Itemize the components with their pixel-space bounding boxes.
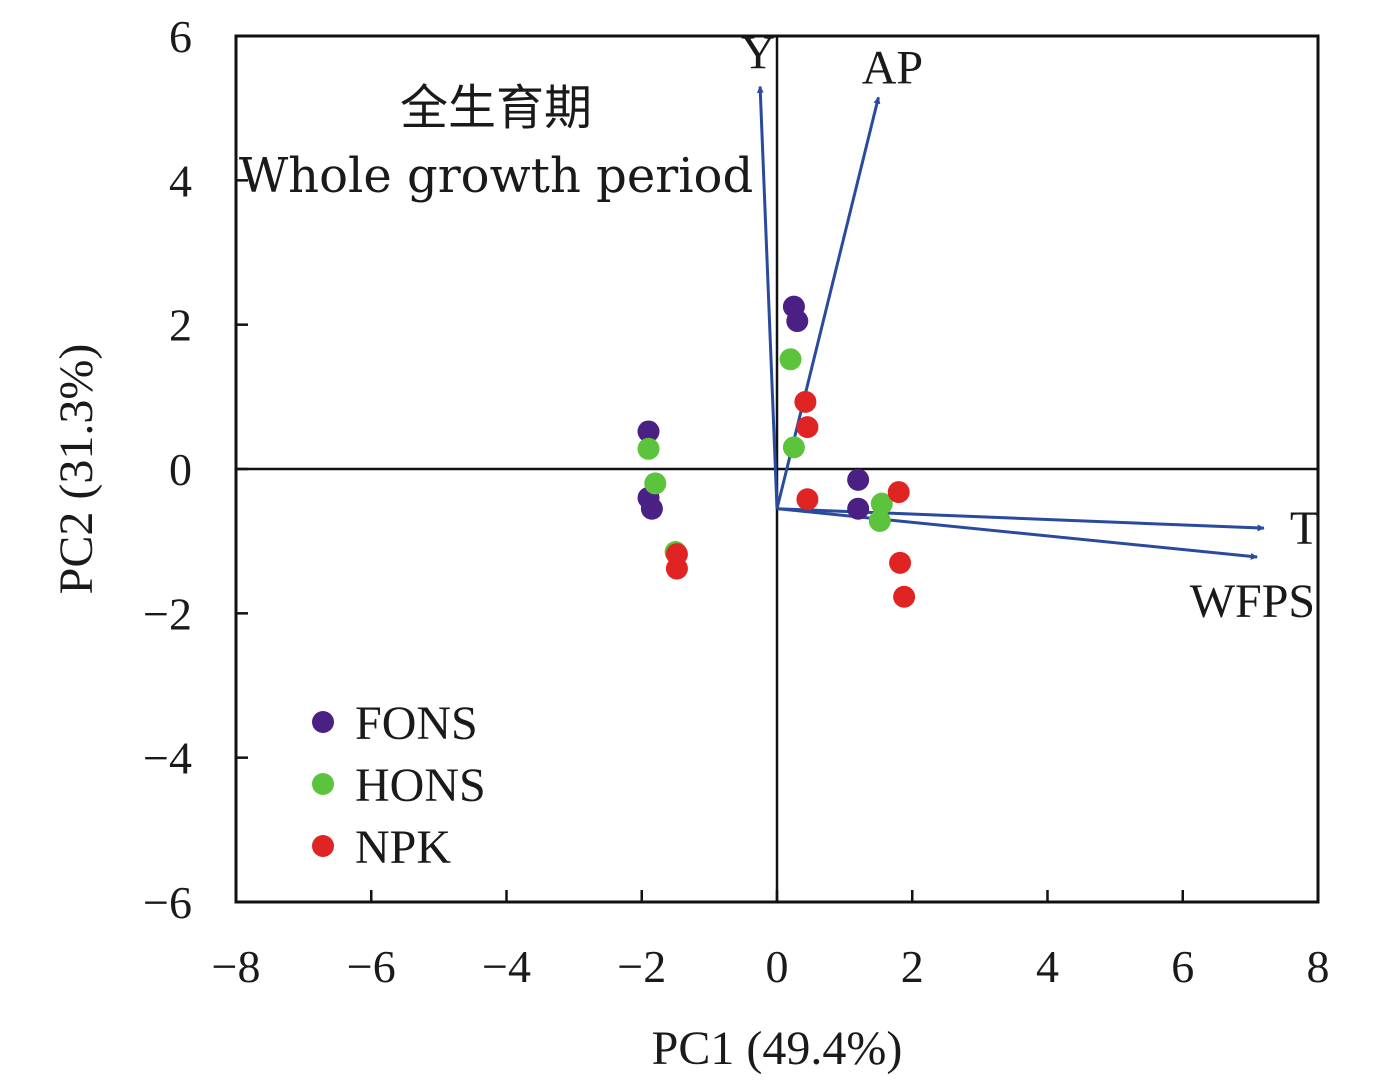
legend: FONS HONS NPK xyxy=(312,697,486,874)
point-fons xyxy=(786,310,809,333)
point-hons xyxy=(637,437,660,460)
point-npk xyxy=(794,390,817,413)
legend-label-fons: FONS xyxy=(355,697,478,750)
y-tick-label: −6 xyxy=(143,877,192,928)
vector-label-t: T xyxy=(1290,502,1319,555)
legend-marker-fons xyxy=(312,711,334,733)
point-hons xyxy=(870,492,893,515)
vector-wfps xyxy=(776,507,1258,560)
point-hons xyxy=(868,509,891,532)
y-axis-label: PC2 (31.3%) xyxy=(50,344,103,595)
annotation-english: Whole growth period xyxy=(239,148,753,204)
legend-marker-hons xyxy=(312,773,334,795)
loading-vectors: Y AP T WFPS xyxy=(741,27,1319,629)
legend-label-hons: HONS xyxy=(355,759,486,812)
point-npk xyxy=(665,557,688,580)
point-hons xyxy=(782,436,805,459)
x-tick-label: −8 xyxy=(212,941,261,992)
x-tick-label: 8 xyxy=(1307,941,1330,992)
y-tick-label: 4 xyxy=(169,155,192,206)
scatter-points xyxy=(637,295,916,608)
vector-y xyxy=(756,85,779,509)
point-npk xyxy=(796,416,819,439)
y-tick-label: 6 xyxy=(169,11,192,62)
legend-marker-npk xyxy=(312,835,334,857)
y-tick-label: −2 xyxy=(143,588,192,639)
y-tick-label: 2 xyxy=(169,300,192,351)
point-npk xyxy=(796,488,819,511)
vector-label-ap: AP xyxy=(862,41,923,94)
y-tick-label: −4 xyxy=(143,733,192,784)
x-tick-label: 0 xyxy=(766,941,789,992)
x-tick-label: 2 xyxy=(901,941,924,992)
point-fons xyxy=(637,420,660,443)
annotation-chinese: 全生育期 xyxy=(400,80,592,136)
point-fons xyxy=(847,497,870,520)
vector-label-y: Y xyxy=(741,27,776,80)
x-tick-label: −2 xyxy=(617,941,666,992)
y-tick-label: 0 xyxy=(169,444,192,495)
x-tick-label: −4 xyxy=(482,941,531,992)
x-tick-label: 4 xyxy=(1036,941,1059,992)
x-tick-label: −6 xyxy=(347,941,396,992)
point-npk xyxy=(887,481,910,504)
point-fons xyxy=(847,468,870,491)
x-tick-label: 6 xyxy=(1171,941,1194,992)
vector-label-wfps: WFPS xyxy=(1190,575,1315,628)
y-axis-ticks: −6 −4 −2 0 2 4 6 xyxy=(143,11,248,928)
zero-lines xyxy=(236,36,1318,902)
point-hons xyxy=(644,472,667,495)
point-npk xyxy=(889,551,912,574)
legend-label-npk: NPK xyxy=(355,821,451,874)
point-hons xyxy=(779,348,802,371)
point-fons xyxy=(640,497,663,520)
x-axis-ticks: −8 −6 −4 −2 0 2 4 6 8 xyxy=(212,890,1330,992)
x-axis-label: PC1 (49.4%) xyxy=(652,1022,903,1075)
point-npk xyxy=(893,585,916,608)
